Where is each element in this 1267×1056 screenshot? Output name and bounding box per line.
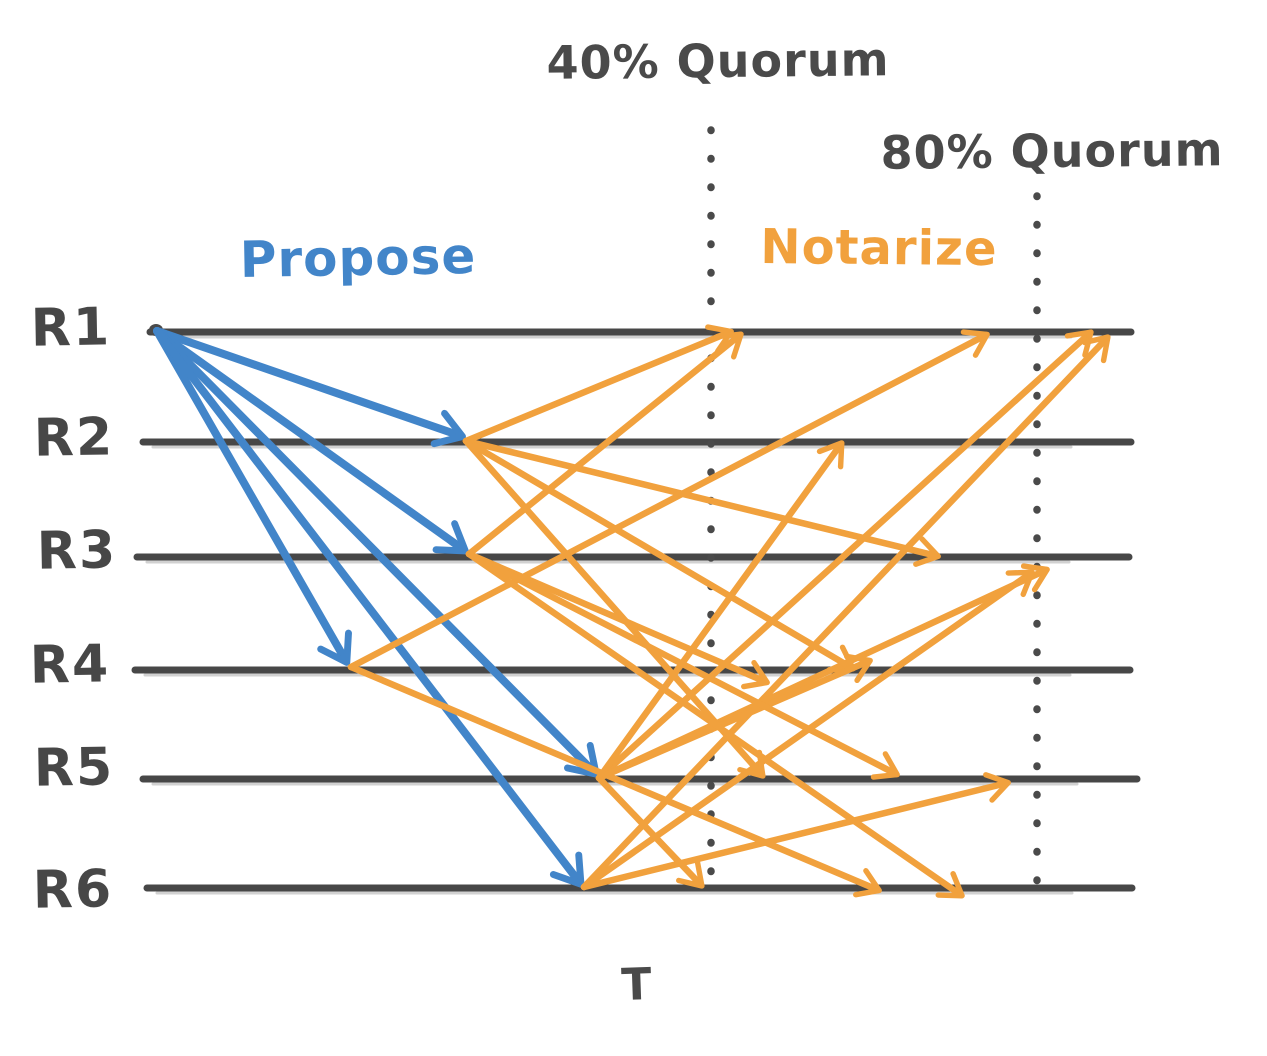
notarize-arrow-R3-R6: [465, 550, 965, 899]
quorum-40-label: 40% Quorum: [546, 32, 890, 90]
notarize-arrow-R2-R1: [462, 324, 734, 445]
notarize-arrow-R2-R4: [462, 437, 856, 673]
propose-arrow-R1-R4: [153, 327, 352, 666]
replica-label-R5: R5: [33, 737, 115, 799]
propose-phase-label: Propose: [239, 226, 477, 290]
notarize-arrow-R5-R6: [595, 774, 705, 889]
propose-arrow-R1-R6: [153, 327, 585, 888]
propose-arrow-R1-R5: [153, 327, 600, 778]
notarize-phase-label: Notarize: [760, 218, 998, 278]
replica-label-R4: R4: [29, 634, 111, 696]
replica-label-R6: R6: [32, 859, 114, 921]
time-axis-label: T: [620, 958, 654, 1012]
quorum-80-label: 80% Quorum: [880, 122, 1224, 180]
replica-label-R3: R3: [36, 520, 118, 582]
notarize-arrow-R3-R1: [465, 331, 744, 558]
notarize-arrow-R5-R4: [595, 653, 873, 782]
propose-arrow-R1-R3: [153, 327, 469, 555]
replica-label-R2: R2: [33, 407, 115, 469]
notarize-arrow-R3-R5: [465, 550, 900, 780]
notarize-arrow-R4-R6: [347, 663, 882, 898]
notarize-arrow-R2-R3: [462, 437, 941, 567]
notarize-arrow-R6-R5: [580, 772, 1011, 891]
notarize-arrow-R6-R1: [580, 334, 1111, 891]
notarize-arrow-R5-R2: [595, 440, 845, 782]
replica-label-R1: R1: [30, 297, 112, 359]
propose-arrow-R1-R2: [153, 327, 466, 448]
notarize-arrow-R4-R1: [347, 329, 990, 671]
notarize-arrow-R3-R4: [465, 550, 770, 690]
